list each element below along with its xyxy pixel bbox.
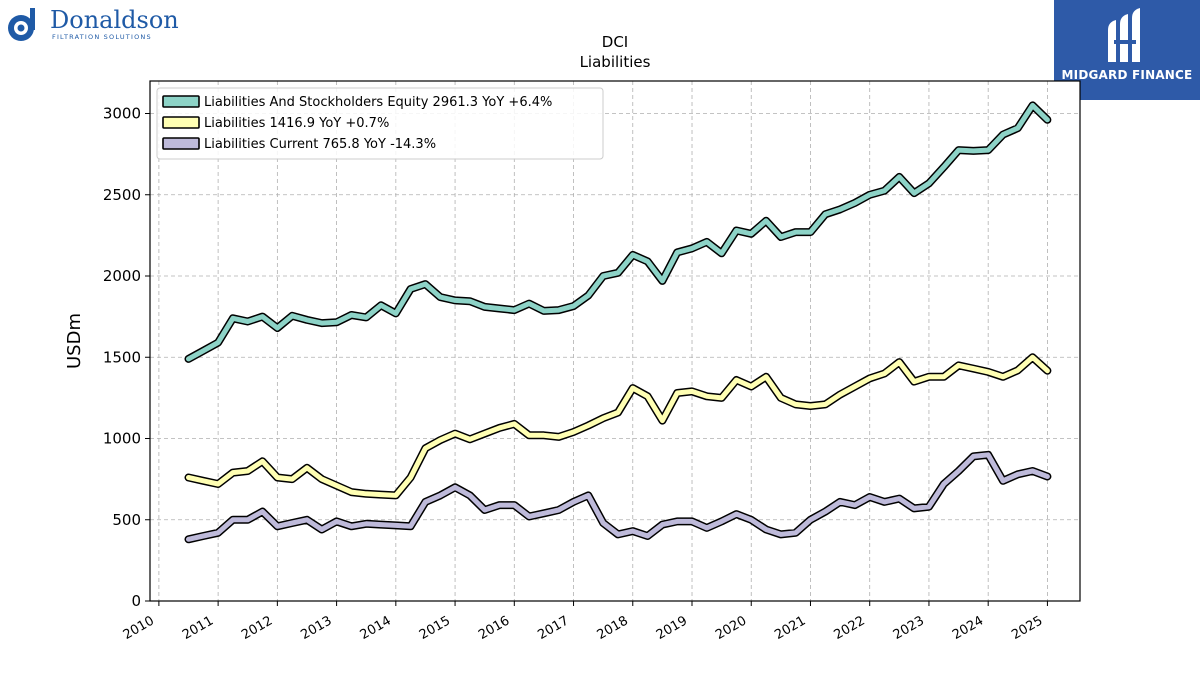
donaldson-emblem-icon (8, 8, 35, 41)
donaldson-wordmark: Donaldson (50, 6, 179, 34)
y-tick-label: 1000 (103, 430, 141, 448)
x-tick-label: 2012 (239, 613, 275, 643)
x-tick-label: 2024 (950, 613, 986, 643)
donaldson-logo: Donaldson FILTRATION SOLUTIONS (4, 4, 184, 46)
y-tick-label: 0 (131, 592, 141, 610)
legend-box (156, 87, 604, 160)
x-tick-label: 2017 (535, 613, 571, 643)
y-tick-label: 2500 (103, 186, 141, 204)
legend-label: Liabilities 1416.9 YoY +0.7% (204, 116, 389, 131)
y-tick-label: 2000 (103, 267, 141, 285)
y-axis-label: USDm (64, 313, 85, 369)
y-tick-label: 500 (112, 511, 141, 529)
x-tick-label: 2011 (180, 613, 216, 643)
legend-label: Liabilities Current 765.8 YoY -14.3% (204, 137, 436, 152)
series-line (186, 102, 1050, 362)
midgard-finance-logo: MIDGARD FINANCE (1054, 0, 1200, 100)
x-tick-label: 2016 (476, 613, 512, 643)
legend-label: Liabilities And Stockholders Equity 2961… (204, 95, 552, 110)
x-tick-label: 2023 (891, 613, 927, 643)
x-tick-label: 2019 (654, 613, 690, 643)
x-tick-label: 2015 (417, 613, 453, 643)
x-tick-label: 2020 (713, 613, 749, 643)
x-tick-label: 2010 (121, 613, 157, 643)
midgard-wordmark: MIDGARD FINANCE (1061, 68, 1193, 82)
chart-subtitle: Liabilities (580, 53, 651, 71)
plot-frame (149, 80, 1081, 602)
x-tick-label: 2025 (1009, 613, 1045, 643)
midgard-emblem-icon (1108, 8, 1140, 62)
x-tick-label: 2022 (832, 613, 868, 643)
y-tick-label: 3000 (103, 105, 141, 123)
x-tick-label: 2021 (772, 613, 808, 643)
y-tick-label: 1500 (103, 348, 141, 366)
legend-swatch (162, 137, 200, 150)
x-tick-label: 2013 (298, 613, 334, 643)
legend-swatch (162, 116, 200, 129)
chart-title: DCI (602, 33, 628, 51)
donaldson-tagline: FILTRATION SOLUTIONS (52, 33, 152, 41)
x-tick-label: 2014 (358, 613, 394, 643)
x-tick-label: 2018 (595, 613, 631, 643)
legend-swatch (162, 95, 200, 108)
series-line (186, 354, 1050, 498)
series-line (186, 452, 1050, 542)
plot-area (150, 81, 1080, 601)
